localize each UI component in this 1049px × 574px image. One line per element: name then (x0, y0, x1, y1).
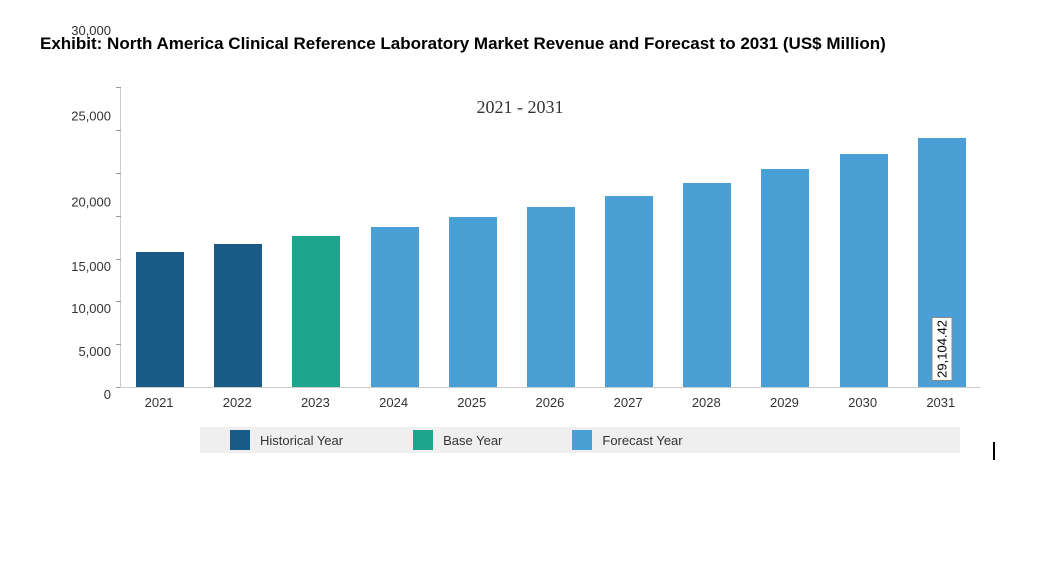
legend-item-forecast: Forecast Year (572, 430, 682, 450)
legend-label: Base Year (443, 433, 502, 448)
legend-swatch-icon (230, 430, 250, 450)
bar-column (683, 183, 731, 387)
bar-2023 (292, 236, 340, 387)
x-tick-label: 2031 (917, 387, 965, 417)
bar-2024 (371, 227, 419, 387)
x-tick-label: 2025 (448, 387, 496, 417)
y-tick-label: 35,000 (51, 0, 111, 237)
bar-2026 (527, 207, 575, 387)
x-tick-label: 2022 (213, 387, 261, 417)
bar-2028 (683, 183, 731, 387)
x-tick-label: 2021 (135, 387, 183, 417)
bar-data-label: 29,104.42 (931, 317, 952, 381)
x-tick-label: 2023 (291, 387, 339, 417)
x-axis: 2021 2022 2023 2024 2025 2026 2027 2028 2029 2030… (120, 387, 980, 417)
x-tick-label: 2028 (682, 387, 730, 417)
x-tick-label: 2027 (604, 387, 652, 417)
bar-column (527, 207, 575, 387)
bar-2030 (840, 154, 888, 387)
legend-item-historical: Historical Year (230, 430, 343, 450)
bar-2025 (449, 217, 497, 387)
legend-swatch-icon (413, 430, 433, 450)
bar-column (214, 244, 262, 387)
bar-column: 29,104.42 (918, 138, 966, 387)
bar-column (292, 236, 340, 387)
bar-column (605, 196, 653, 387)
bar-column (449, 217, 497, 387)
x-tick-label: 2029 (760, 387, 808, 417)
bar-2029 (761, 169, 809, 387)
chart-legend: Historical Year Base Year Forecast Year (200, 427, 960, 453)
bar-column (136, 252, 184, 387)
bar-2022 (214, 244, 262, 387)
chart-area: 2021 - 2031 05,00010,00015,00020,00025,0… (40, 87, 1000, 437)
bar-column (840, 154, 888, 387)
bar-column (761, 169, 809, 387)
legend-label: Historical Year (260, 433, 343, 448)
legend-label: Forecast Year (602, 433, 682, 448)
bar-2031: 29,104.42 (918, 138, 966, 387)
bar-2021 (136, 252, 184, 387)
bar-column (371, 227, 419, 387)
x-tick-label: 2030 (839, 387, 887, 417)
x-tick-label: 2024 (370, 387, 418, 417)
bar-2027 (605, 196, 653, 387)
legend-item-base: Base Year (413, 430, 502, 450)
chart-container: Exhibit: North America Clinical Referenc… (0, 0, 1049, 574)
chart-plot: 05,00010,00015,00020,00025,00030,00035,0… (120, 87, 981, 387)
x-tick-label: 2026 (526, 387, 574, 417)
text-cursor-icon (993, 442, 995, 460)
legend-swatch-icon (572, 430, 592, 450)
chart-bars: 29,104.42 (121, 87, 981, 387)
chart-title: Exhibit: North America Clinical Referenc… (40, 30, 1009, 57)
